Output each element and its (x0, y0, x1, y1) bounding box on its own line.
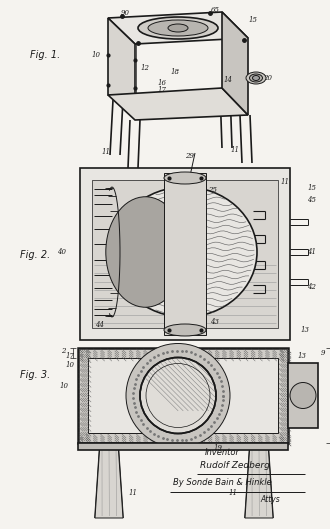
Text: 27: 27 (158, 387, 168, 395)
Text: Inventor: Inventor (205, 448, 240, 457)
Ellipse shape (106, 197, 185, 307)
Bar (92, 180, 278, 328)
Polygon shape (245, 443, 273, 518)
Polygon shape (108, 88, 248, 120)
Polygon shape (95, 443, 123, 518)
Bar (88, 358, 278, 433)
Text: 25: 25 (209, 186, 217, 194)
Text: 44: 44 (95, 321, 105, 329)
Text: 60: 60 (298, 399, 307, 407)
Text: 45: 45 (308, 196, 316, 204)
Text: 11: 11 (128, 489, 138, 497)
Text: 11: 11 (102, 148, 111, 156)
Polygon shape (108, 12, 248, 44)
Ellipse shape (249, 74, 262, 82)
Ellipse shape (290, 382, 316, 408)
Ellipse shape (252, 76, 259, 80)
Text: 15: 15 (248, 16, 257, 24)
Text: 68: 68 (179, 387, 187, 395)
Text: 43: 43 (211, 318, 219, 326)
Text: Attys: Attys (260, 495, 280, 504)
Bar (78, 443, 288, 450)
Text: 14: 14 (223, 76, 233, 84)
Text: 20: 20 (153, 412, 162, 419)
Text: D: D (177, 258, 183, 266)
Text: A: A (175, 218, 180, 226)
Text: 69: 69 (136, 198, 145, 206)
Text: 11: 11 (280, 178, 289, 186)
Text: 11: 11 (230, 146, 240, 154)
Text: 13: 13 (301, 326, 310, 334)
Polygon shape (108, 18, 135, 100)
Text: 9: 9 (321, 349, 325, 357)
Text: 65: 65 (211, 6, 219, 14)
Text: Rudolf Zedberg: Rudolf Zedberg (200, 461, 270, 470)
Text: 19: 19 (214, 444, 222, 452)
Ellipse shape (113, 187, 257, 317)
Polygon shape (222, 12, 248, 115)
Text: C: C (177, 283, 183, 291)
Ellipse shape (148, 20, 208, 36)
Text: 29: 29 (185, 152, 194, 160)
Text: 16: 16 (157, 79, 167, 87)
Text: 42: 42 (308, 283, 316, 291)
Text: 41: 41 (308, 248, 316, 256)
Text: 10: 10 (91, 51, 101, 59)
Text: 18: 18 (171, 68, 180, 76)
Text: By Sonde Bain & Hinkle: By Sonde Bain & Hinkle (173, 478, 272, 487)
Bar (92, 180, 278, 328)
Ellipse shape (138, 17, 218, 39)
Text: 40: 40 (57, 248, 67, 256)
Text: 17: 17 (157, 86, 167, 94)
Ellipse shape (126, 343, 230, 448)
Text: 20: 20 (263, 74, 273, 82)
Bar (288, 363, 318, 428)
Ellipse shape (164, 172, 206, 184)
Text: 10: 10 (59, 382, 69, 390)
Bar (164, 173, 206, 335)
Text: 2: 2 (61, 347, 65, 355)
Bar (78, 348, 288, 443)
Text: 13: 13 (298, 352, 307, 360)
Ellipse shape (246, 72, 266, 84)
Text: 90: 90 (120, 9, 129, 17)
Text: 10: 10 (65, 361, 75, 369)
Ellipse shape (164, 324, 206, 336)
Text: 27: 27 (220, 204, 229, 212)
Text: Fig. 2.: Fig. 2. (20, 250, 50, 260)
Text: Fig. 3.: Fig. 3. (20, 370, 50, 380)
Text: 11: 11 (228, 489, 238, 497)
Text: 12: 12 (141, 64, 149, 72)
Text: 15: 15 (308, 184, 316, 192)
Bar (80, 168, 290, 340)
Text: Fig. 1.: Fig. 1. (30, 50, 60, 60)
Text: 17: 17 (65, 352, 75, 360)
Ellipse shape (168, 24, 188, 32)
Circle shape (140, 358, 216, 433)
